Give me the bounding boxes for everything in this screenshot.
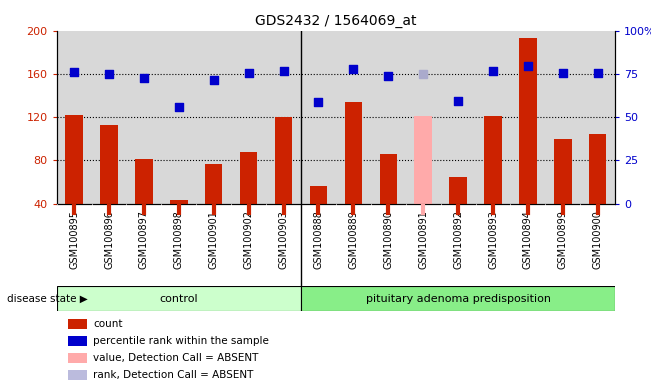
Point bbox=[104, 71, 114, 77]
Text: GSM100895: GSM100895 bbox=[69, 210, 79, 269]
Point bbox=[139, 75, 149, 81]
Bar bbox=[68, 319, 87, 329]
Point bbox=[488, 68, 498, 74]
Text: GSM100889: GSM100889 bbox=[348, 210, 358, 269]
Bar bbox=[100, 125, 118, 204]
Bar bbox=[519, 38, 536, 204]
Bar bbox=[589, 134, 607, 204]
Point bbox=[243, 70, 254, 76]
Point bbox=[383, 73, 393, 79]
Bar bbox=[240, 152, 257, 204]
Text: GSM100891: GSM100891 bbox=[418, 210, 428, 269]
Bar bbox=[205, 164, 223, 204]
Bar bbox=[484, 116, 502, 204]
Text: pituitary adenoma predisposition: pituitary adenoma predisposition bbox=[366, 293, 551, 304]
Text: GSM100903: GSM100903 bbox=[279, 210, 288, 269]
Point bbox=[69, 69, 79, 75]
Text: rank, Detection Call = ABSENT: rank, Detection Call = ABSENT bbox=[93, 370, 253, 380]
Bar bbox=[310, 186, 327, 204]
Text: GSM100900: GSM100900 bbox=[593, 210, 603, 269]
Point bbox=[418, 71, 428, 77]
Point bbox=[558, 70, 568, 76]
Text: GSM100901: GSM100901 bbox=[209, 210, 219, 269]
Text: GSM100902: GSM100902 bbox=[243, 210, 254, 269]
Text: count: count bbox=[93, 319, 122, 329]
Bar bbox=[68, 353, 87, 362]
Title: GDS2432 / 1564069_at: GDS2432 / 1564069_at bbox=[255, 14, 417, 28]
Point bbox=[592, 70, 603, 76]
Point bbox=[523, 63, 533, 70]
Text: percentile rank within the sample: percentile rank within the sample bbox=[93, 336, 269, 346]
Text: GSM100892: GSM100892 bbox=[453, 210, 463, 269]
Point bbox=[174, 104, 184, 111]
Bar bbox=[415, 116, 432, 204]
Bar bbox=[68, 336, 87, 346]
Point bbox=[453, 98, 464, 104]
Bar bbox=[135, 159, 152, 204]
Text: GSM100888: GSM100888 bbox=[314, 210, 324, 269]
Text: GSM100898: GSM100898 bbox=[174, 210, 184, 269]
Text: GSM100894: GSM100894 bbox=[523, 210, 533, 269]
Bar bbox=[68, 370, 87, 380]
Text: GSM100890: GSM100890 bbox=[383, 210, 393, 269]
Bar bbox=[65, 115, 83, 204]
Bar bbox=[57, 286, 301, 311]
Text: control: control bbox=[159, 293, 198, 304]
Bar bbox=[301, 286, 615, 311]
Bar bbox=[344, 102, 362, 204]
Bar bbox=[449, 177, 467, 204]
Text: GSM100899: GSM100899 bbox=[558, 210, 568, 269]
Bar bbox=[554, 139, 572, 204]
Point bbox=[208, 77, 219, 83]
Bar bbox=[275, 117, 292, 204]
Text: GSM100897: GSM100897 bbox=[139, 210, 149, 269]
Point bbox=[313, 99, 324, 105]
Point bbox=[348, 65, 359, 71]
Text: GSM100893: GSM100893 bbox=[488, 210, 498, 269]
Text: disease state ▶: disease state ▶ bbox=[7, 293, 87, 304]
Bar bbox=[380, 154, 397, 204]
Point bbox=[279, 68, 289, 74]
Text: value, Detection Call = ABSENT: value, Detection Call = ABSENT bbox=[93, 353, 258, 363]
Bar bbox=[170, 200, 187, 204]
Text: GSM100896: GSM100896 bbox=[104, 210, 114, 269]
